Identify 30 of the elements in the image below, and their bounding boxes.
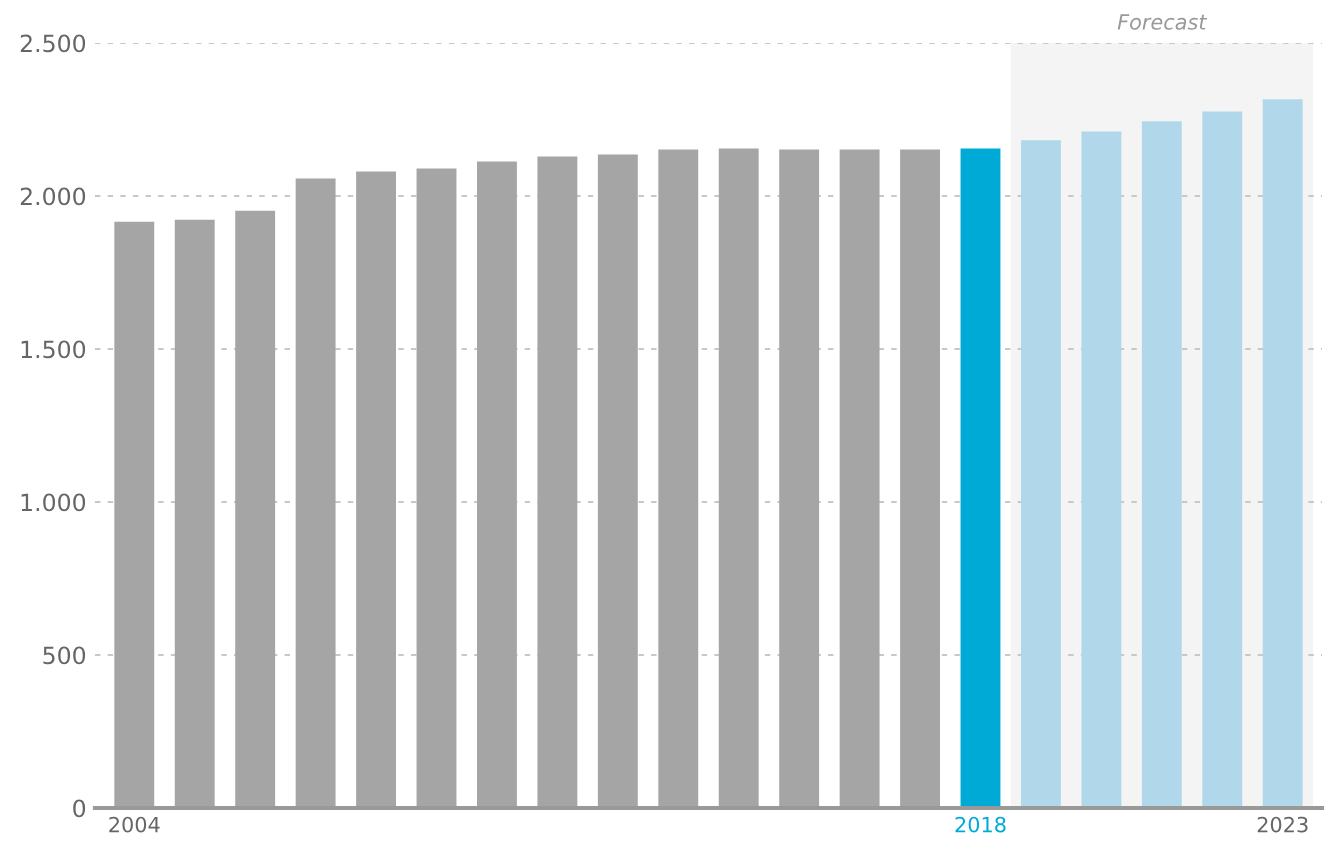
bar <box>1141 121 1182 808</box>
bar <box>477 161 517 808</box>
bar <box>960 148 1001 808</box>
bar <box>900 149 940 808</box>
bar <box>1262 99 1303 808</box>
bar <box>114 221 155 808</box>
y-tick-label: 0 <box>73 799 86 818</box>
bar <box>718 148 759 808</box>
bar <box>839 149 880 808</box>
x-tick-label: 2018 <box>955 816 1006 833</box>
bar <box>658 149 699 808</box>
bar <box>597 154 638 808</box>
bar <box>537 156 578 808</box>
y-tick-label: 2.500 <box>20 34 86 53</box>
bar <box>1202 111 1243 808</box>
y-tick-label: 2.000 <box>20 187 86 206</box>
bar <box>235 210 276 808</box>
bar <box>779 149 820 808</box>
bar <box>174 219 215 808</box>
bar <box>1081 131 1122 808</box>
bar <box>1020 140 1061 808</box>
y-tick-label: 1.000 <box>21 493 86 512</box>
text: Forecast <box>1117 14 1208 30</box>
y-tick-label: 500 <box>43 646 86 665</box>
bar <box>356 171 397 808</box>
y-tick-label: 1.500 <box>21 340 86 359</box>
x-tick-label: 2023 <box>1257 816 1308 833</box>
bar <box>416 168 457 808</box>
x-tick-label: 2004 <box>109 816 160 833</box>
bar <box>295 178 336 808</box>
